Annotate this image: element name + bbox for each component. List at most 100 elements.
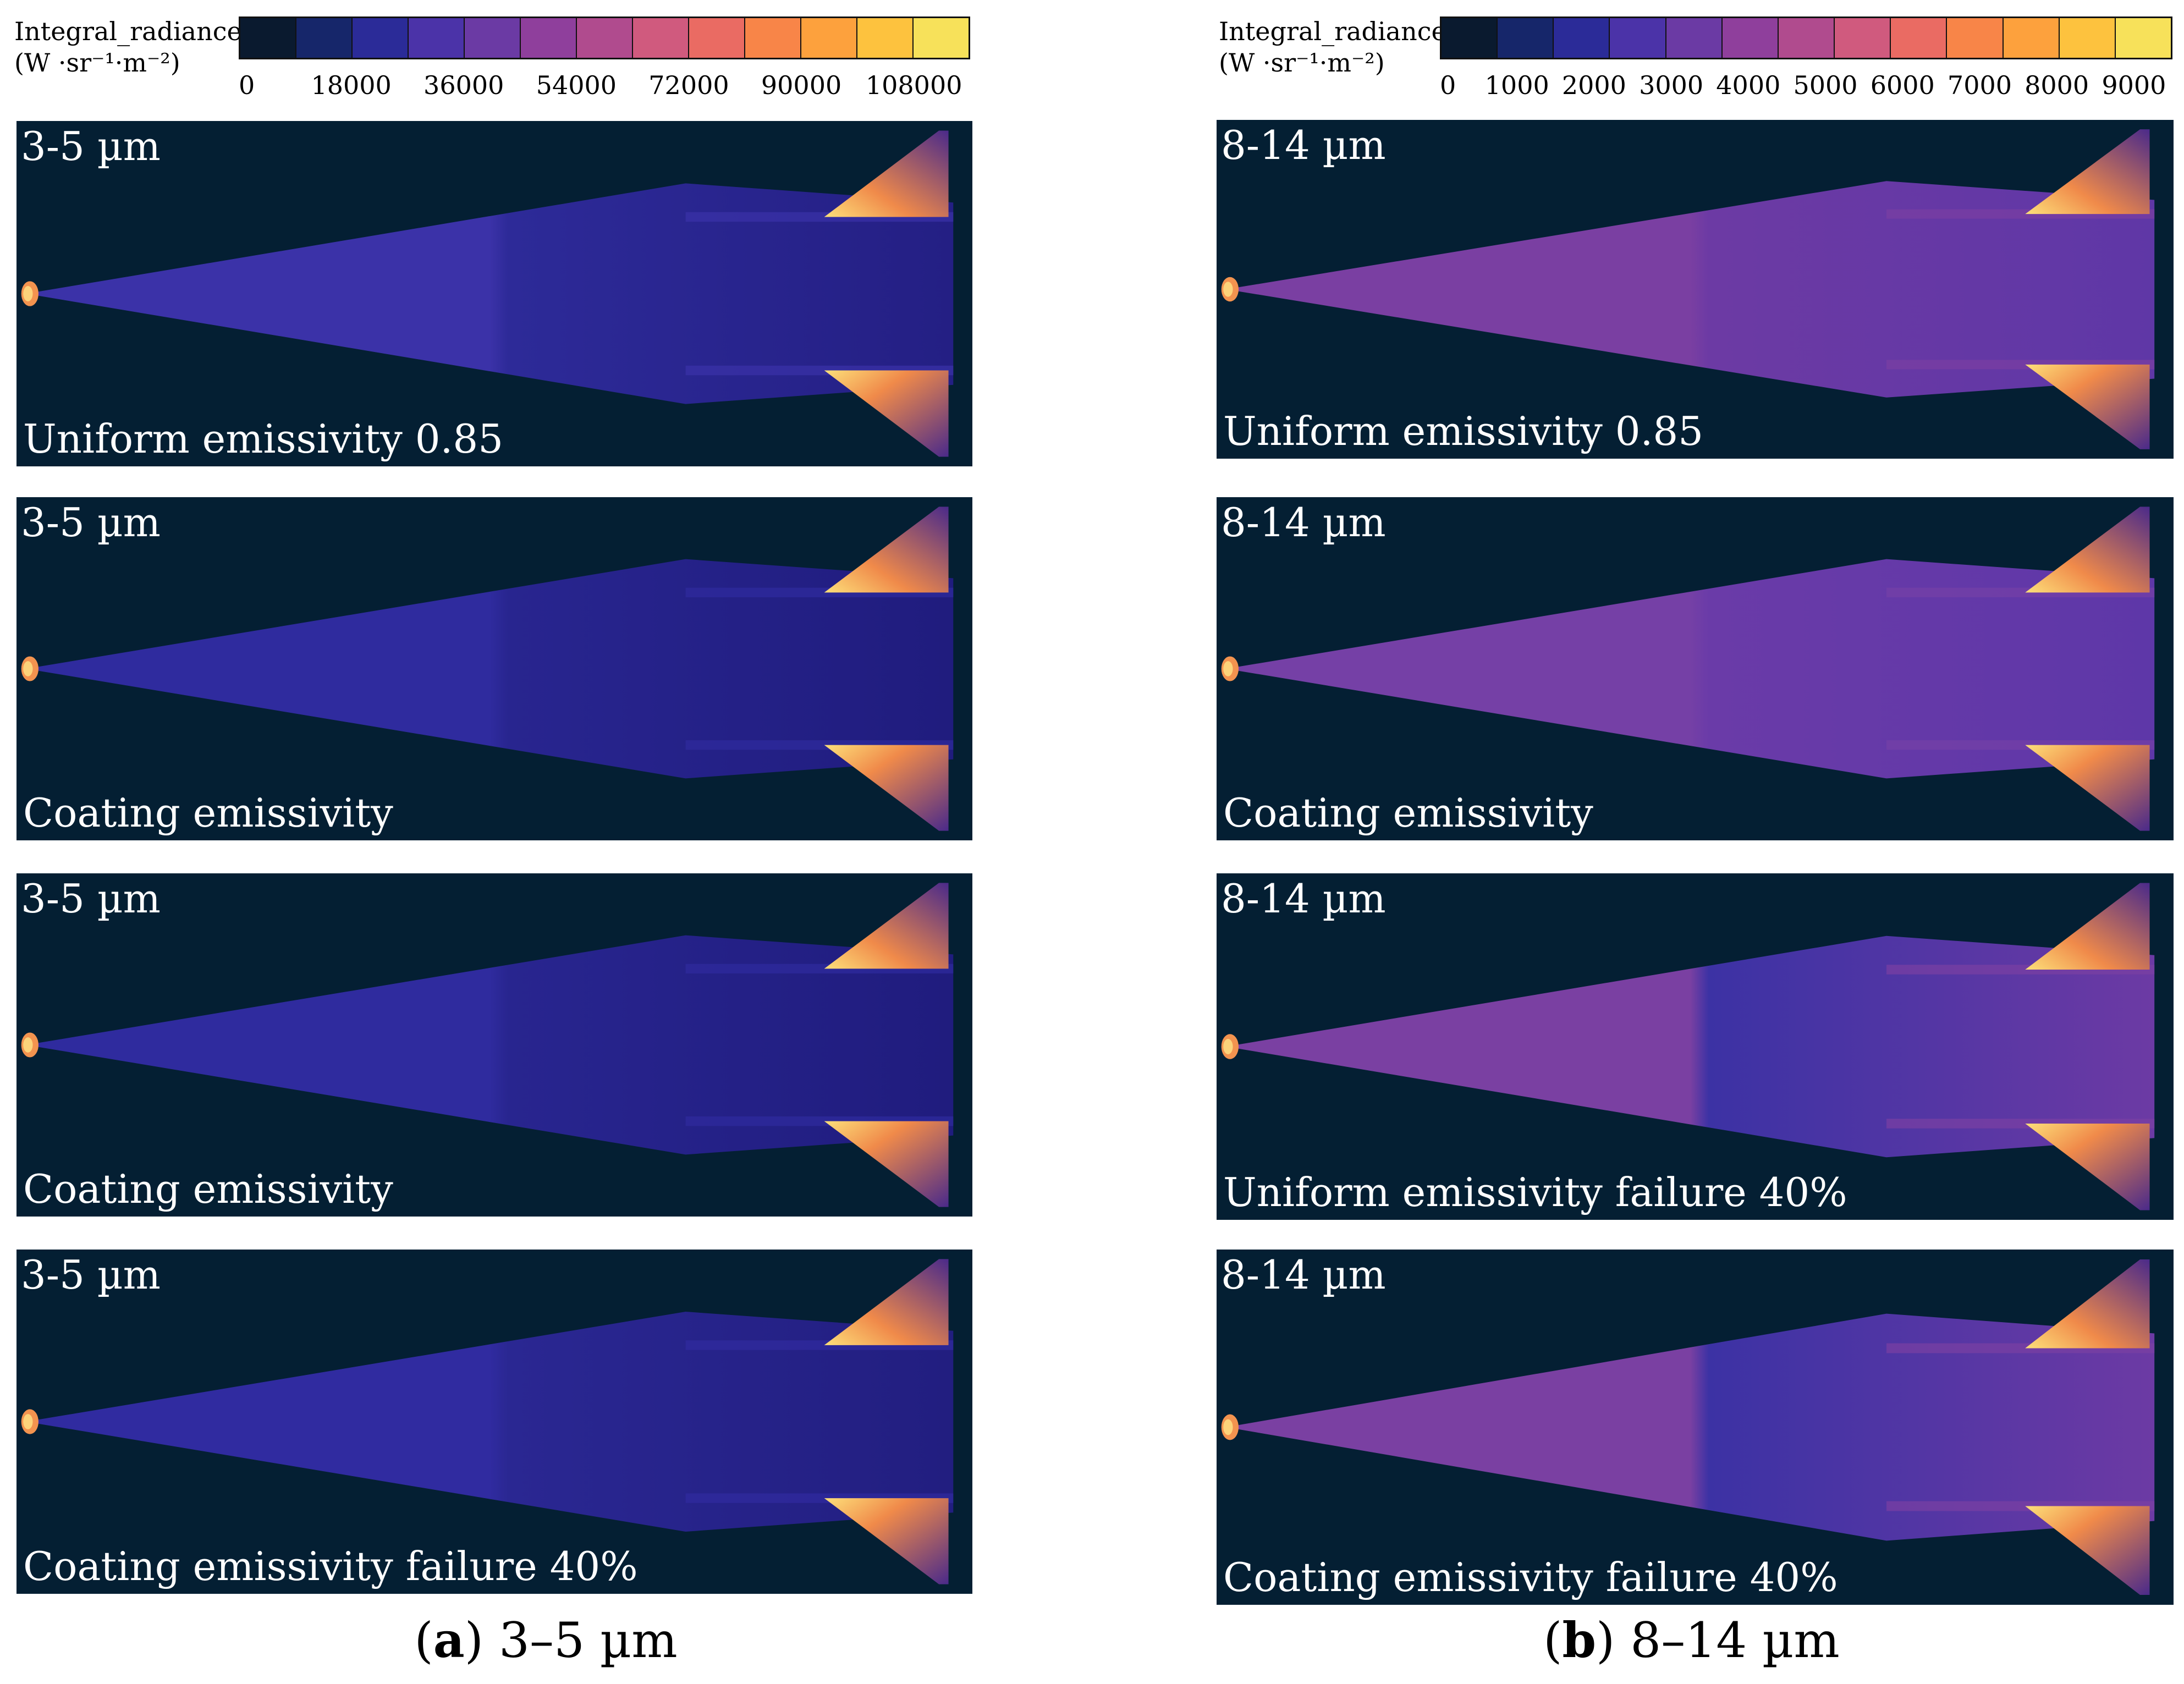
figure-column-b: Integral_radiance (W ·sr⁻¹·m⁻²) 0 1000 2… — [1199, 0, 2184, 1684]
colorbar-tick-label: 0 — [1440, 70, 1456, 100]
figure-column-a: Integral_radiance (W ·sr⁻¹·m⁻²) 0 18000 … — [0, 11, 1092, 1669]
panel-caption: Coating emissivity — [1223, 790, 1593, 836]
lower-fin — [2025, 364, 2150, 449]
lower-fin — [824, 370, 949, 457]
panel-caption: Coating emissivity failure 40% — [23, 1543, 638, 1589]
panel-caption: Coating emissivity — [23, 790, 393, 836]
colorbar-tick-label: 18000 — [311, 70, 392, 100]
colorbar-tick-label: 6000 — [1870, 70, 1935, 100]
band-label: 3-5 µm — [21, 1252, 161, 1298]
colorbar-gradient-b — [1440, 16, 2172, 59]
colorbar-segment — [1891, 18, 1948, 58]
colorbar-title-line1: Integral_radiance — [14, 16, 242, 46]
upper-fin — [824, 507, 949, 593]
radiance-panel-a2: 3-5 µm Coating emissivity — [16, 497, 972, 840]
colorbar-tick-label: 108000 — [865, 70, 962, 100]
nose-core — [1223, 282, 1233, 297]
band-label: 3-5 µm — [21, 123, 161, 169]
fuselage-shape — [1226, 935, 2155, 1158]
colorbar-tick-label: 36000 — [423, 70, 504, 100]
subfigure-text: 8–14 µm — [1615, 1612, 1840, 1669]
colorbar-tick-label: 9000 — [2102, 70, 2166, 100]
colorbar-segment — [353, 18, 409, 58]
lower-fin — [824, 1498, 949, 1584]
nose-core — [1223, 1039, 1233, 1054]
colorbar-segment — [577, 18, 633, 58]
colorbar-tick-label: 90000 — [761, 70, 842, 100]
fuselage-shape — [26, 1312, 954, 1532]
band-label: 8-14 µm — [1221, 876, 1386, 922]
colorbar-segment — [801, 18, 857, 58]
panel-caption: Coating emissivity failure 40% — [1223, 1554, 1838, 1600]
vehicle-radiance-image — [1221, 883, 2155, 1210]
colorbar-tick-label: 7000 — [1947, 70, 2012, 100]
band-label: 3-5 µm — [21, 499, 161, 546]
colorbar-tick-label: 1000 — [1484, 70, 1549, 100]
radiance-panel-a3: 3-5 µm Coating emissivity — [16, 873, 972, 1217]
upper-fin — [2025, 129, 2150, 214]
colorbar-segment — [1947, 18, 2004, 58]
upper-fin — [2025, 507, 2150, 593]
colorbar-segment — [465, 18, 521, 58]
radiance-panel-a4: 3-5 µm Coating emissivity failure 40% — [16, 1250, 972, 1594]
nose-core — [23, 1037, 33, 1053]
colorbar-title-line1: Integral_radiance — [1219, 16, 1446, 46]
radiance-panel-b1: 8-14 µm Uniform emissivity 0.85 — [1217, 120, 2174, 459]
band-label: 8-14 µm — [1221, 122, 1386, 168]
subfigure-letter: a — [433, 1611, 465, 1669]
colorbar-title-units: (W ·sr⁻¹·m⁻²) — [1219, 47, 1385, 78]
panel-caption: Coating emissivity — [23, 1166, 393, 1212]
colorbar-segment — [1554, 18, 1610, 58]
panel-caption: Uniform emissivity failure 40% — [1223, 1169, 1847, 1215]
colorbar-segment — [240, 18, 296, 58]
colorbar-tick-label: 8000 — [2025, 70, 2089, 100]
subfigure-caption-a: (a) 3–5 µm — [414, 1611, 678, 1669]
upper-fin — [824, 1259, 949, 1345]
vehicle-radiance-image — [21, 1259, 954, 1584]
subfigure-text: 3–5 µm — [483, 1612, 678, 1669]
lower-fin — [824, 745, 949, 831]
colorbar-segment — [633, 18, 689, 58]
radiance-panel-a1: 3-5 µm Uniform emissivity 0.85 — [16, 121, 972, 466]
colorbar-segment — [409, 18, 465, 58]
upper-fin — [824, 883, 949, 969]
fuselage-shape — [26, 935, 954, 1155]
colorbar-tick-label: 54000 — [536, 70, 617, 100]
vehicle-radiance-image — [1221, 1259, 2155, 1595]
panel-caption: Uniform emissivity 0.85 — [23, 416, 503, 462]
nose-core — [23, 661, 33, 676]
colorbar-segment — [296, 18, 353, 58]
nose-core — [1223, 1419, 1233, 1435]
vehicle-radiance-image — [21, 507, 954, 831]
vehicle-radiance-image — [1221, 129, 2155, 449]
nose-core — [23, 1414, 33, 1429]
lower-fin — [2025, 1506, 2150, 1595]
colorbar-segment — [1778, 18, 1835, 58]
nose-core — [23, 286, 33, 301]
upper-fin — [2025, 883, 2150, 970]
colorbar-tick-label: 3000 — [1639, 70, 1704, 100]
colorbar-gradient-a — [239, 16, 970, 59]
fuselage-shape — [26, 183, 954, 404]
colorbar-segment — [745, 18, 801, 58]
upper-fin — [2025, 1259, 2150, 1349]
colorbar-segment — [1835, 18, 1891, 58]
vehicle-radiance-image — [21, 883, 954, 1207]
colorbar-a: Integral_radiance (W ·sr⁻¹·m⁻²) 0 18000 … — [0, 11, 1092, 110]
colorbar-b: Integral_radiance (W ·sr⁻¹·m⁻²) 0 1000 2… — [1199, 11, 2184, 110]
nose-core — [1223, 661, 1233, 676]
colorbar-title-units: (W ·sr⁻¹·m⁻²) — [14, 47, 180, 78]
lower-fin — [824, 1121, 949, 1207]
radiance-panel-b3: 8-14 µm Uniform emissivity failure 40% — [1217, 873, 2174, 1220]
colorbar-segment — [857, 18, 914, 58]
radiance-panel-b4: 8-14 µm Coating emissivity failure 40% — [1217, 1250, 2174, 1605]
colorbar-segment — [1610, 18, 1666, 58]
colorbar-tick-label: 4000 — [1716, 70, 1781, 100]
colorbar-segment — [689, 18, 745, 58]
lower-fin — [2025, 745, 2150, 831]
colorbar-segment — [914, 18, 969, 58]
colorbar-segment — [2115, 18, 2171, 58]
subfigure-caption-b: (b) 8–14 µm — [1543, 1611, 1840, 1669]
colorbar-tick-label: 72000 — [648, 70, 729, 100]
colorbar-tick-label: 2000 — [1561, 70, 1626, 100]
